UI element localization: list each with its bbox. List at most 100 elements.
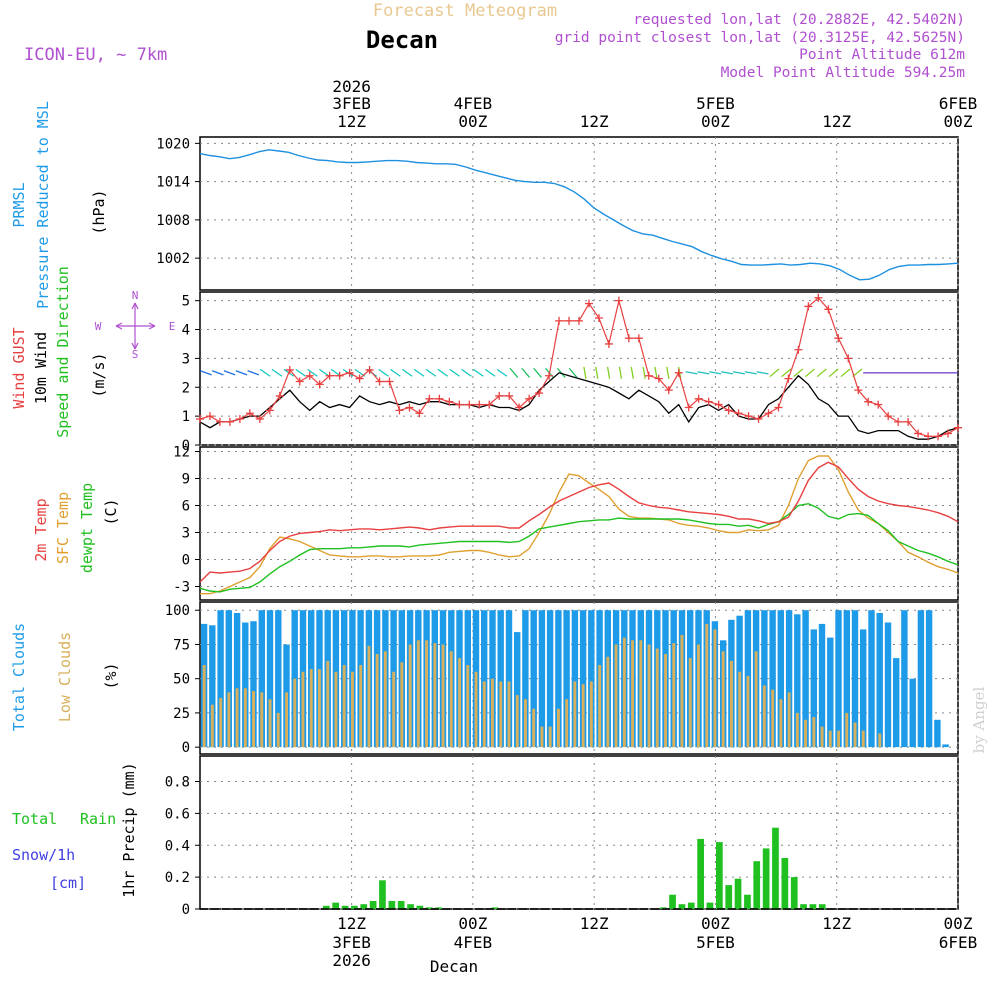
low-cloud-bar xyxy=(482,681,486,748)
wind-arrow xyxy=(496,368,508,377)
temperature-ytick-label: 9 xyxy=(182,472,190,488)
gust-point xyxy=(315,380,324,389)
low-cloud-bar xyxy=(235,688,239,748)
low-cloud-bar xyxy=(581,684,585,748)
rain-bar xyxy=(388,901,396,909)
rain-bar xyxy=(351,905,358,909)
gust-point xyxy=(884,412,893,421)
precip-bars xyxy=(200,827,958,910)
gust-point xyxy=(824,305,833,314)
low-cloud-bar xyxy=(318,669,321,748)
gust-point xyxy=(694,394,703,403)
low-cloud-bar xyxy=(326,660,330,748)
total-cloud-bar xyxy=(275,610,282,748)
top-hour-label: 00Z xyxy=(701,112,730,131)
top-hour-label: 00Z xyxy=(458,112,487,131)
top-hour-label: 00Z xyxy=(944,112,973,131)
total-cloud-bar xyxy=(942,744,949,748)
clouds-ytick-label: 0 xyxy=(182,740,190,756)
temperature-ytick-label: 6 xyxy=(182,499,190,515)
low-cloud-bar xyxy=(293,678,297,748)
rain-bar xyxy=(669,894,676,909)
gust-point xyxy=(196,415,204,424)
low-cloud-bar xyxy=(647,644,651,748)
total-cloud-bar xyxy=(481,610,488,748)
gust-point xyxy=(445,397,454,406)
total-cloud-bar xyxy=(266,610,274,748)
low-cloud-bar xyxy=(227,692,231,748)
total-cloud-bar xyxy=(217,610,224,748)
dewpt-temp-line xyxy=(199,502,959,593)
low-cloud-bar xyxy=(383,651,387,748)
low-cloud-bar xyxy=(548,726,552,748)
clouds-ytick-label: 75 xyxy=(173,637,190,653)
bottom-date-label: 6FEB xyxy=(939,933,978,952)
low-cloud-bar xyxy=(565,699,569,748)
wind-ytick-label: 1 xyxy=(182,409,190,425)
wind-10m-line xyxy=(199,372,959,440)
precip-cm-label: [cm] xyxy=(50,874,86,892)
low-cloud-bar xyxy=(754,651,758,748)
rain-bar xyxy=(818,904,826,909)
compass-rose: N W E S xyxy=(95,289,176,361)
bottom-hour-label: 00Z xyxy=(944,914,973,933)
wind-arrow xyxy=(804,368,815,378)
low-cloud-bar xyxy=(655,648,659,748)
low-cloud-bar xyxy=(499,681,503,748)
low-cloud-bar xyxy=(515,695,519,748)
gust-point xyxy=(894,417,903,426)
low-cloud-bar xyxy=(771,689,775,748)
rain-bar xyxy=(744,894,751,909)
low-cloud-bar xyxy=(697,644,700,748)
low-cloud-bar xyxy=(812,717,816,748)
low-cloud-bar xyxy=(441,644,445,748)
gust-point xyxy=(335,371,344,380)
total-cloud-bar xyxy=(522,610,529,748)
low-cloud-bar xyxy=(301,671,305,748)
bottom-hour-label: 12Z xyxy=(580,914,609,933)
low-cloud-bar xyxy=(721,651,725,748)
rain-bar xyxy=(323,905,330,909)
low-cloud-bar xyxy=(606,656,610,748)
precip-snow-label: Snow/1h xyxy=(12,846,75,864)
low-cloud-bar xyxy=(861,730,865,748)
wind-arrow xyxy=(533,367,542,378)
gust-point xyxy=(265,406,274,415)
gust-point xyxy=(245,409,254,418)
rain-bar xyxy=(697,838,704,909)
gust-point xyxy=(225,417,234,426)
compass-e: E xyxy=(169,320,176,333)
wind-arrow xyxy=(756,371,769,375)
total-cloud-bar xyxy=(934,719,941,748)
wind-arrow xyxy=(401,368,413,377)
gust-point xyxy=(295,377,304,386)
gust-point xyxy=(654,374,663,383)
gust-point xyxy=(784,374,793,383)
wind-gust-label: Wind GUST xyxy=(10,327,28,408)
top-date-label: 4FEB xyxy=(454,94,493,113)
temp-2m-label: 2m Temp xyxy=(32,498,50,561)
total-cloud-bar xyxy=(258,610,265,748)
top-time-label: 12Z 12Z xyxy=(580,112,609,933)
low-cloud-bar xyxy=(202,665,206,748)
low-cloud-bar xyxy=(408,644,412,748)
wind-unit-label: (m/s) xyxy=(90,352,108,397)
total-cloud-bar xyxy=(555,610,562,748)
rain-bar xyxy=(762,848,770,909)
total-cloud-bar xyxy=(827,637,834,748)
total-cloud-bar xyxy=(893,658,900,748)
gust-point xyxy=(525,394,534,403)
low-cloud-bar xyxy=(779,699,783,748)
precip-ytick-label: 0.8 xyxy=(165,775,190,791)
wind-frame xyxy=(199,291,959,446)
clouds-frame xyxy=(199,601,959,755)
total-cloud-bar xyxy=(843,610,850,748)
panel-precip: 0 0.2 0.4 0.6 0.8 xyxy=(165,755,959,918)
wind-arrow xyxy=(769,368,780,378)
rain-bar xyxy=(332,902,339,909)
low-cloud-bar xyxy=(449,651,453,748)
gust-point xyxy=(874,400,883,409)
total-cloud-bar xyxy=(818,623,826,748)
